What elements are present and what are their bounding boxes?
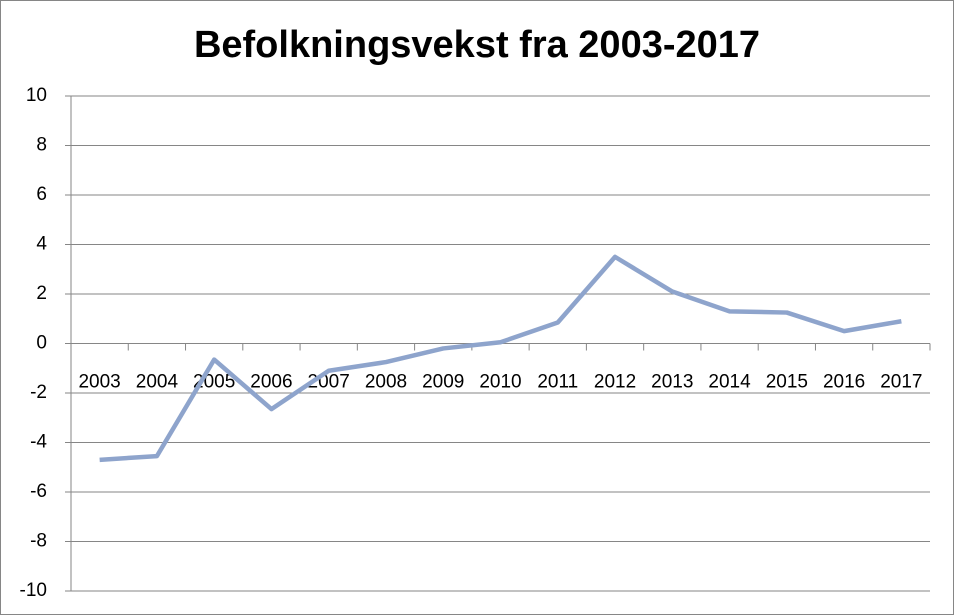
y-tick-label: -8	[30, 531, 47, 552]
data-line	[99, 254, 902, 463]
x-tick-label: 2013	[651, 372, 693, 393]
y-tick-label: 8	[36, 135, 47, 156]
x-tick-label: 2010	[479, 372, 521, 393]
x-tick-label: 2008	[365, 372, 407, 393]
y-tick-label: 4	[36, 234, 47, 255]
y-tick-label: 6	[36, 184, 47, 205]
y-tick-label: -6	[30, 481, 47, 502]
x-tick-label: 2012	[594, 372, 636, 393]
x-tick-label: 2017	[880, 372, 922, 393]
y-tick-label: 2	[36, 283, 47, 304]
y-tick-label: 0	[36, 333, 47, 354]
x-tick-label: 2014	[708, 372, 751, 393]
x-tick-label: 2016	[823, 372, 865, 393]
x-tick-label: 2009	[422, 372, 464, 393]
y-tick-label: 10	[26, 85, 47, 106]
x-tick-label: 2003	[78, 372, 120, 393]
x-tick-label: 2006	[250, 372, 292, 393]
chart-title: Befolkningsvekst fra 2003-2017	[194, 24, 760, 66]
y-tick-label: -4	[30, 432, 47, 453]
x-tick-label: 2004	[136, 372, 179, 393]
y-tick-label: -2	[30, 382, 47, 403]
x-tick-label: 2011	[537, 372, 578, 393]
y-tick-label: -10	[20, 580, 47, 601]
x-tick-label: 2015	[766, 372, 808, 393]
